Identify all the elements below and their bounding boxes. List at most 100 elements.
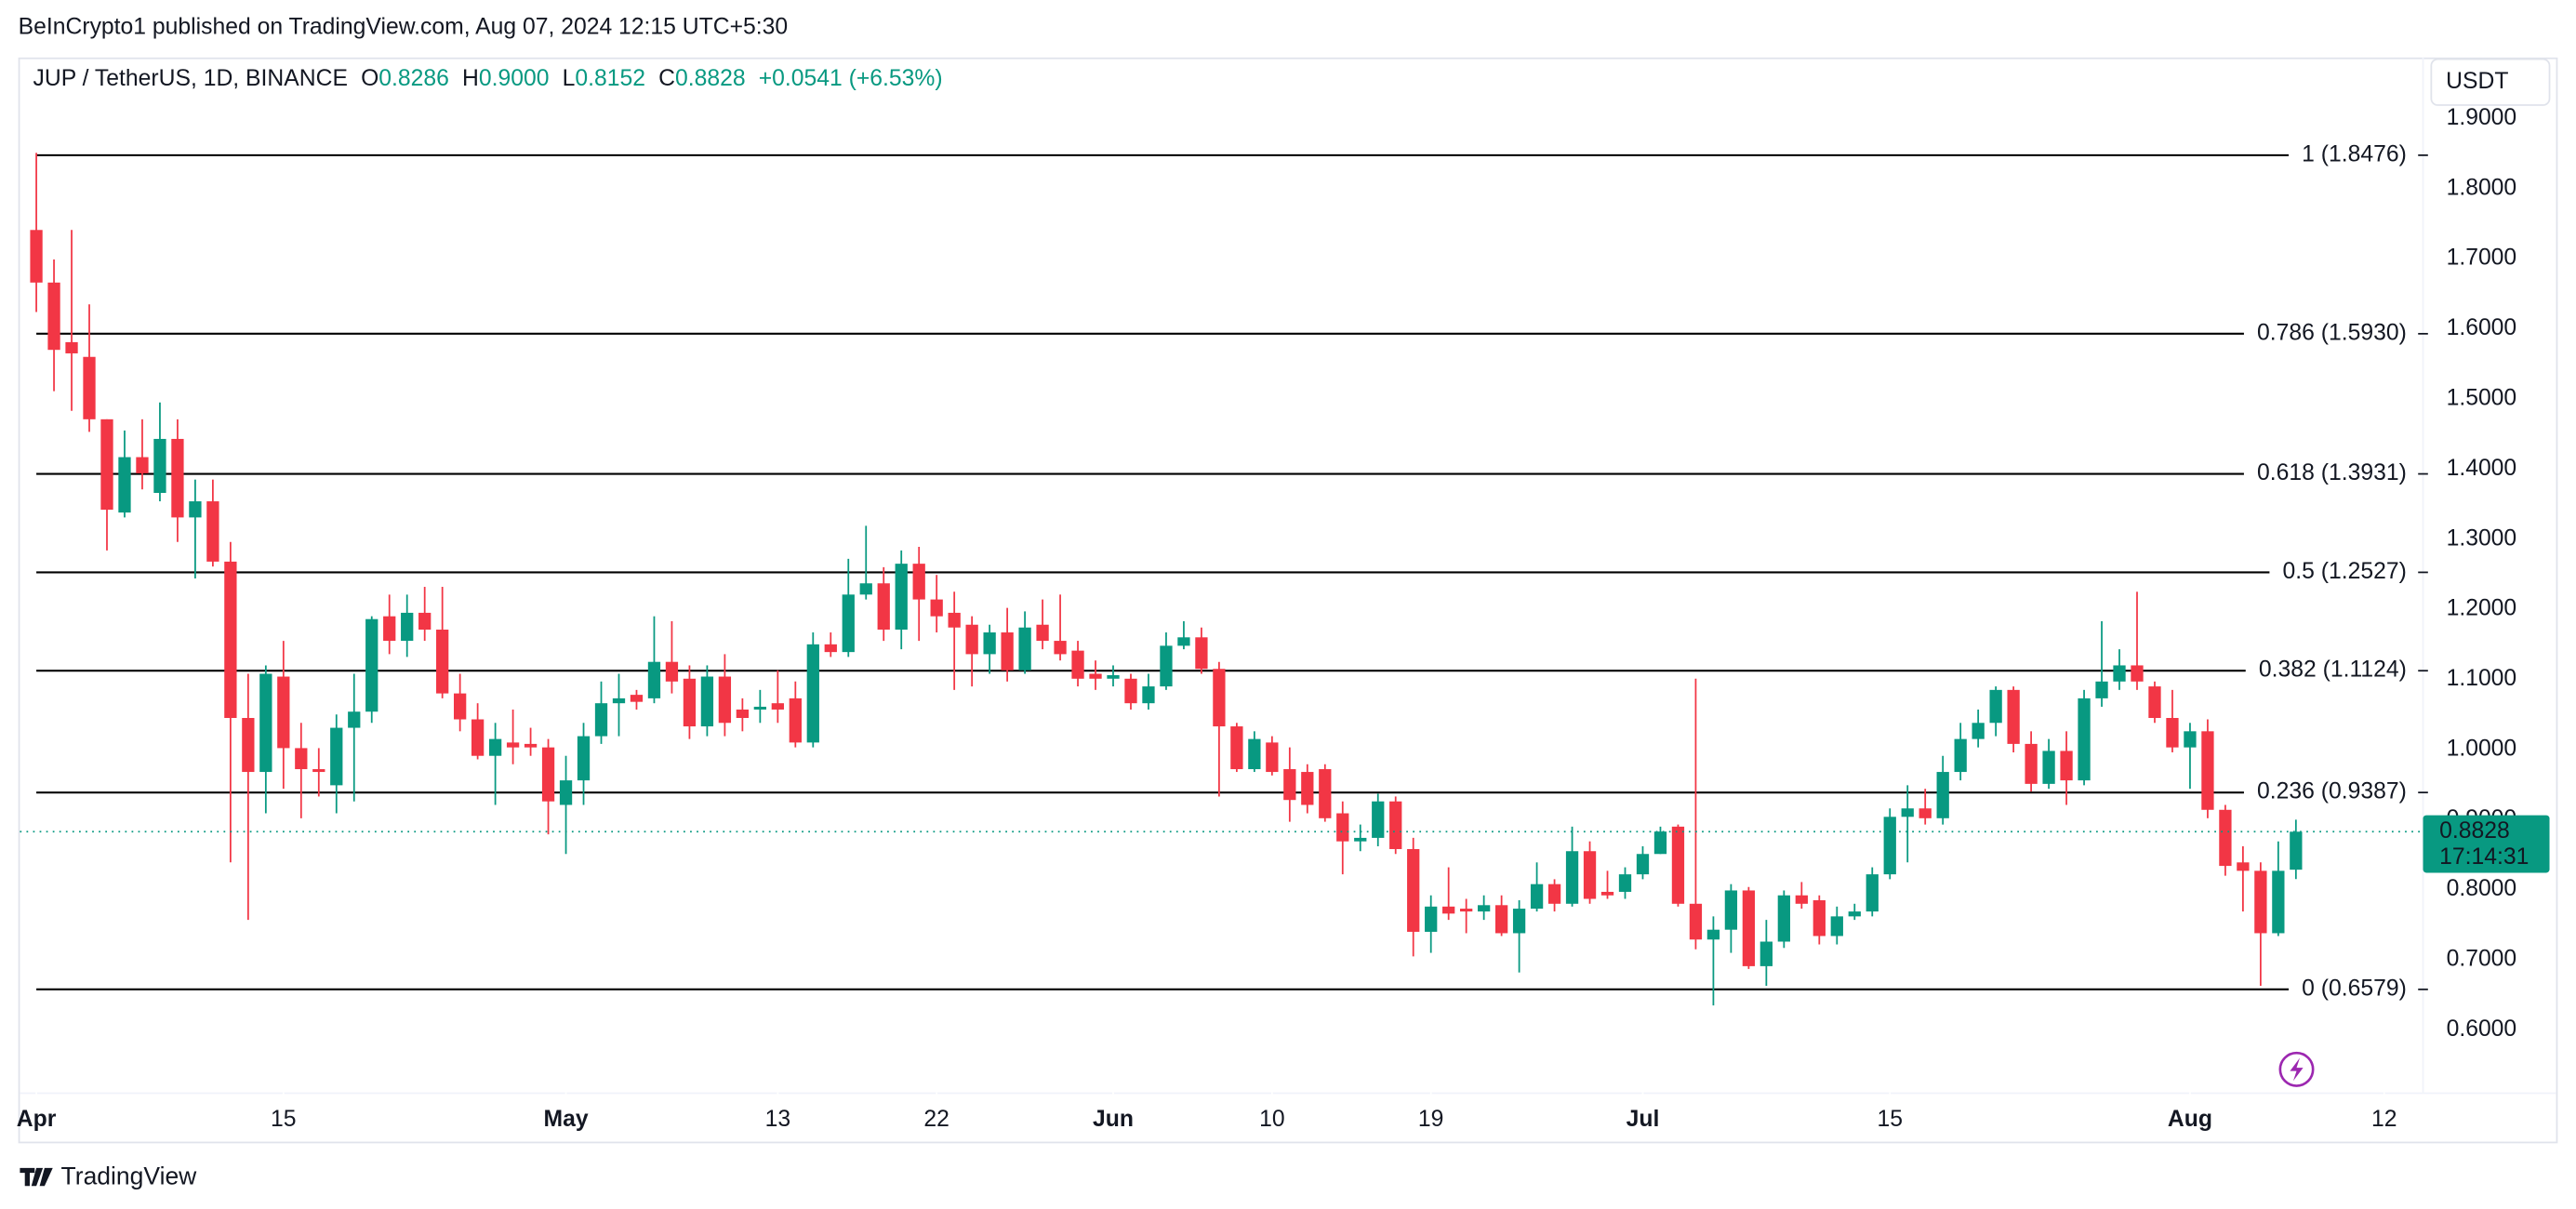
candle-body	[1319, 769, 1332, 818]
symbol-title: JUP / TetherUS, 1D, BINANCE	[33, 65, 348, 90]
candle-body	[2272, 870, 2285, 934]
candle-body	[1477, 905, 1491, 912]
candle-body	[2254, 870, 2267, 934]
candle-body	[242, 718, 255, 773]
currency-label[interactable]: USDT	[2446, 69, 2508, 94]
candle-body	[524, 743, 538, 748]
candle-body	[1866, 874, 1879, 912]
candle-body	[771, 703, 784, 710]
fib-label: 0.382 (1.1124)	[2259, 658, 2407, 683]
candle-body	[1671, 826, 1685, 904]
candle-body	[1107, 675, 1120, 679]
x-tick-label: 22	[923, 1107, 949, 1132]
candle-body	[1883, 817, 1896, 875]
candle-body	[295, 748, 308, 770]
candle-body	[824, 644, 837, 653]
candle-body	[2060, 751, 2073, 781]
candle-body	[1460, 909, 1473, 912]
y-tick-label: 1.1000	[2447, 666, 2517, 691]
candle-body	[2219, 809, 2232, 867]
candle-body	[612, 698, 626, 704]
candle-body	[471, 719, 485, 756]
brand-logo	[20, 1167, 53, 1187]
candle-body	[2007, 689, 2020, 744]
candle-body	[1830, 916, 1843, 937]
currency-button-frame[interactable]	[2430, 58, 2551, 106]
candle-body	[1936, 772, 1949, 818]
candle-body	[912, 564, 925, 600]
ohlc-key: H	[462, 65, 479, 90]
candle-body	[1600, 891, 1614, 896]
candle-body	[1336, 813, 1349, 842]
candle-body	[594, 703, 608, 737]
candle-body	[1054, 641, 1067, 655]
candle-body	[2166, 718, 2179, 748]
candle-body	[330, 727, 343, 786]
candle-body	[1954, 738, 1967, 773]
candle-body	[83, 356, 96, 419]
candle-body	[1777, 895, 1790, 942]
candle-body	[930, 599, 943, 617]
candle-body	[1795, 895, 1808, 904]
x-tick-label: Jul	[1627, 1107, 1660, 1132]
icon-ring[interactable]	[2278, 1051, 2315, 1087]
candle-body	[506, 742, 520, 748]
candle-body	[1689, 903, 1703, 940]
candle-body	[171, 438, 184, 518]
icon-bolt[interactable]	[2290, 1057, 2304, 1082]
candle-body	[1389, 801, 1402, 849]
candle-body	[2184, 731, 2197, 748]
x-tick-label: 15	[271, 1107, 297, 1132]
candle-body	[2131, 665, 2144, 682]
fib-label: 0.618 (1.3931)	[2257, 460, 2407, 485]
ohlc-key: C	[658, 65, 675, 90]
fib-label: 0.786 (1.5930)	[2257, 320, 2407, 345]
y-tick-label: 0.6000	[2447, 1016, 2517, 1042]
candle-body	[1248, 738, 1261, 770]
candle-body	[118, 457, 131, 513]
brand-name: TradingView	[61, 1162, 198, 1189]
candle-body	[541, 747, 555, 802]
candle-body	[665, 661, 679, 682]
candle-body	[224, 561, 237, 719]
candle-body	[1706, 929, 1720, 940]
candle-body	[348, 711, 361, 728]
candle-body	[718, 676, 732, 724]
candle-body	[859, 583, 872, 595]
candle-body	[153, 438, 166, 493]
y-tick-label: 1.0000	[2447, 736, 2517, 761]
candle-body	[577, 736, 591, 781]
candle-body	[753, 706, 766, 710]
candle-body	[647, 661, 661, 698]
candle-body	[2095, 681, 2108, 698]
candle-body	[365, 618, 378, 712]
candle-body	[1425, 906, 1438, 932]
candle-body	[454, 693, 467, 720]
candle-body	[2025, 743, 2038, 784]
ohlc-value: 0.9000	[479, 65, 550, 90]
candle-body	[1512, 909, 1526, 934]
y-tick-label: 1.7000	[2447, 246, 2517, 271]
currency-button[interactable]: USDT	[2430, 58, 2551, 106]
ohlc-key: O	[361, 65, 378, 90]
candle-body	[559, 780, 573, 805]
y-tick-label: 1.5000	[2447, 386, 2517, 411]
x-tick-label: Aug	[2168, 1107, 2212, 1132]
candle-body	[983, 632, 996, 655]
candle-body	[683, 678, 697, 727]
candle-body	[1301, 772, 1314, 805]
candle-body	[1812, 900, 1826, 937]
candle-body	[1230, 726, 1243, 770]
candle-body	[1089, 673, 1102, 679]
x-tick-label: 15	[1877, 1107, 1903, 1132]
candle-body	[1124, 678, 1137, 704]
candle-body	[1618, 874, 1632, 892]
fib-label: 0 (0.6579)	[2302, 976, 2407, 1001]
candle-body	[418, 612, 432, 631]
candle-body	[1901, 808, 1914, 817]
candle-body	[1071, 650, 1084, 679]
lightning-icon[interactable]	[2278, 1051, 2315, 1087]
candle-body	[2201, 731, 2214, 810]
candle-body	[842, 594, 855, 653]
